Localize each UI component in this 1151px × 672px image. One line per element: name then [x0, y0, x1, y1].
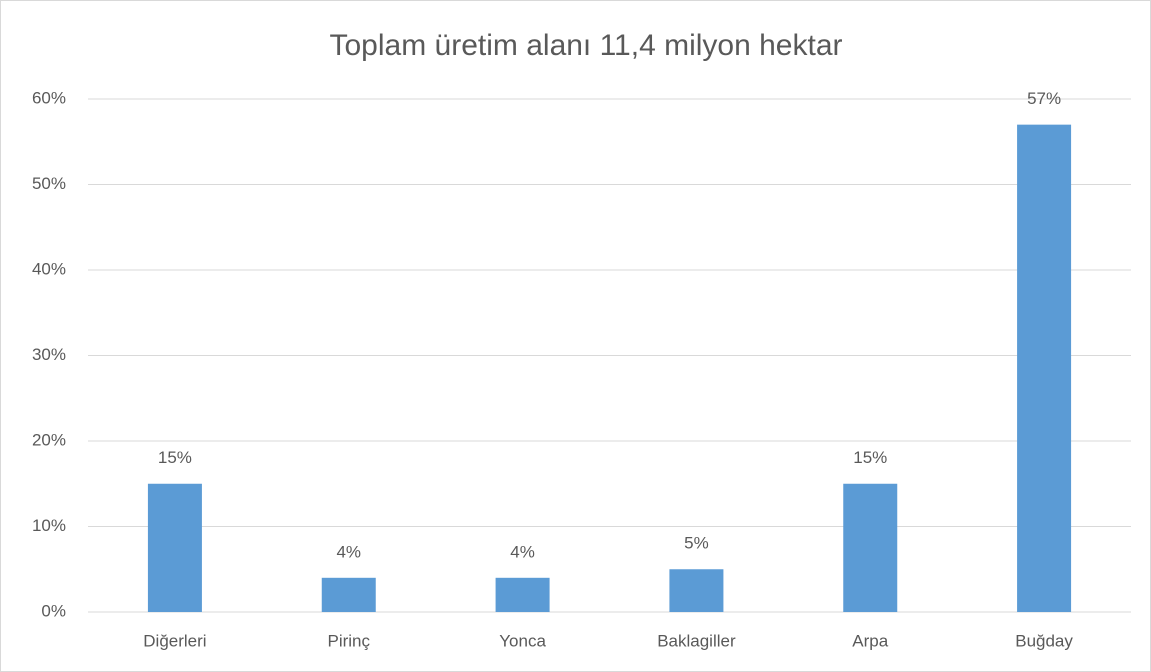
x-tick-label: Arpa: [852, 631, 888, 650]
bar: [843, 483, 898, 612]
data-label: 15%: [853, 448, 887, 467]
bar: [669, 569, 724, 612]
y-tick-label: 40%: [32, 259, 66, 278]
data-label: 57%: [1027, 89, 1061, 108]
data-label: 5%: [684, 534, 709, 553]
y-tick-label: 30%: [32, 345, 66, 364]
bar: [1017, 124, 1072, 613]
y-tick-label: 0%: [41, 601, 66, 620]
bar: [147, 483, 202, 612]
bar: [495, 577, 550, 612]
y-tick-label: 20%: [32, 430, 66, 449]
x-tick-label: Baklagiller: [657, 631, 736, 650]
bar: [321, 577, 376, 612]
x-tick-label: Pirinç: [327, 631, 370, 650]
x-tick-label: Yonca: [499, 631, 546, 650]
chart-title: Toplam üretim alanı 11,4 milyon hektar: [329, 29, 842, 62]
data-label: 4%: [336, 542, 361, 561]
x-tick-label: Diğerleri: [143, 631, 206, 650]
data-label: 15%: [158, 448, 192, 467]
y-tick-label: 10%: [32, 516, 66, 535]
y-tick-label: 60%: [32, 88, 66, 107]
data-label: 4%: [510, 542, 535, 561]
x-tick-label: Buğday: [1015, 631, 1073, 650]
y-tick-label: 50%: [32, 174, 66, 193]
